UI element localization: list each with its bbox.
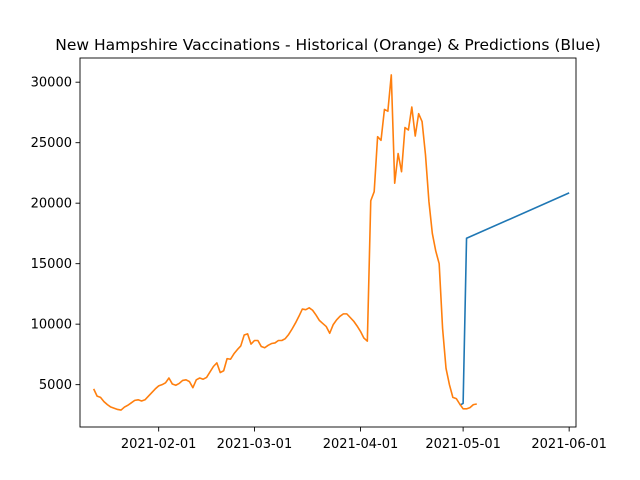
series-line-historical [92,74,477,411]
y-tick-label: 15000 [31,257,72,272]
x-tick-label: 2021-02-01 [121,437,197,452]
y-tick-label: 20000 [31,197,72,212]
y-tick-label: 10000 [31,318,72,333]
series-line-prediction [459,192,570,406]
y-axis: 5000 10000 15000 20000 25000 30000 [31,76,80,393]
x-axis: 2021-02-01 2021-03-01 2021-04-01 2021-05-01… [121,427,607,452]
y-tick-label: 5000 [39,378,72,393]
x-tick-label: 2021-06-01 [531,437,607,452]
x-tick-label: 2021-05-01 [425,437,501,452]
y-tick-label: 30000 [31,76,72,91]
x-tick-label: 2021-04-01 [323,437,399,452]
chart-title: New Hampshire Vaccinations - Historical … [55,36,601,54]
plot-lines [92,74,570,411]
axes-frame [79,57,577,428]
y-tick-label: 25000 [31,136,72,151]
x-tick-label: 2021-03-01 [217,437,293,452]
